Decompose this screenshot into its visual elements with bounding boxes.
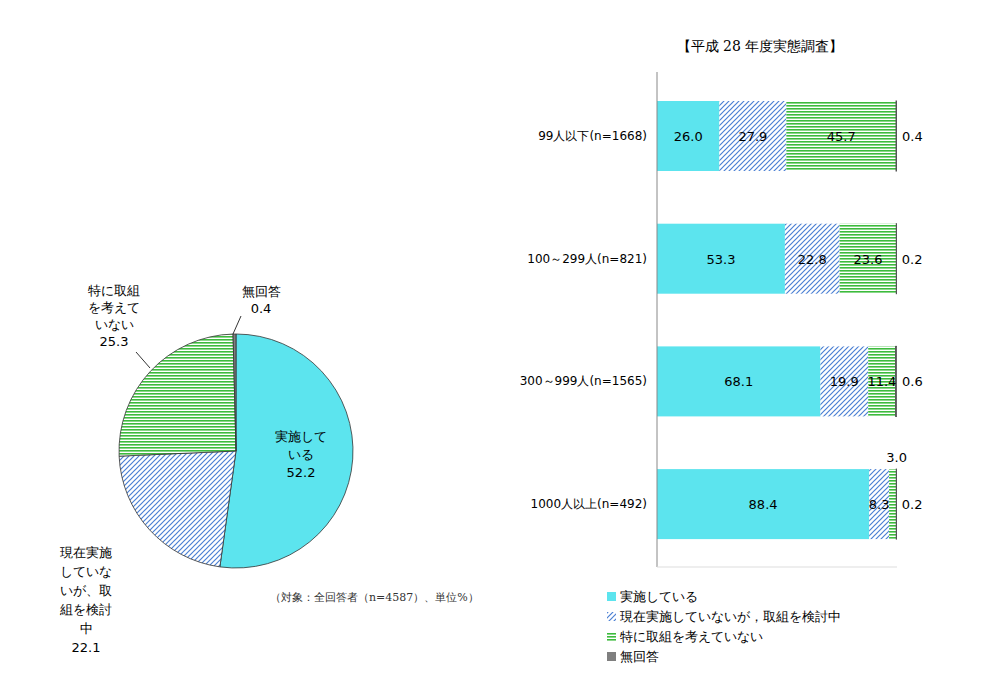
pie-slice	[220, 334, 353, 568]
category-label: 1000人以上(n=492)	[531, 497, 647, 511]
pie-label: 実施している	[275, 429, 327, 462]
bar-chart: 【平成 28 年度実態調査】 99人以下(n=1668) 26.0 27.9 45.7 0…	[520, 38, 923, 664]
category-axis	[657, 72, 658, 567]
pie-chart: 実施している 52.2 現在実施していないが、取組を検討中 22.1 特に取組を考えてい…	[59, 283, 479, 655]
category-label: 100～299人(n=821)	[527, 252, 647, 266]
bar-segment	[868, 346, 895, 416]
legend-label: 実施している	[620, 589, 698, 604]
bar-value-label: 68.1	[724, 374, 753, 389]
bar-segment	[896, 224, 897, 294]
pie-label-line: していな	[60, 564, 112, 579]
annotation: （対象：全回答者（n=4587）、単位%）	[270, 591, 479, 604]
pie-label-line: を考えて	[88, 300, 140, 315]
pie-value-label: 0.4	[251, 301, 272, 316]
leader-line	[233, 316, 241, 334]
pie-label: 無回答	[242, 284, 281, 299]
bar-value-label: 0.2	[902, 497, 923, 512]
category-label: 300～999人(n=1565)	[520, 374, 647, 388]
bar-segment	[896, 469, 897, 539]
legend-label: 無回答	[620, 649, 659, 664]
pie-label: 現在実施していないが、取組を検討中	[59, 545, 112, 636]
legend-label: 現在実施していないが，取組を検討中	[620, 609, 841, 624]
pie-slice	[119, 451, 236, 567]
bar-segment	[657, 469, 869, 539]
pie-label: 特に取組を考えていない	[88, 283, 140, 332]
pie-label-line: 現在実施	[60, 545, 112, 560]
legend: 実施している現在実施していないが，取組を検討中特に取組を考えていない無回答	[607, 589, 841, 664]
bar-segment	[657, 346, 820, 416]
pie-label-line: 実施して	[275, 429, 327, 444]
legend-swatch	[607, 592, 616, 601]
bar-segment	[657, 101, 719, 171]
chart-title: 【平成 28 年度実態調査】	[677, 38, 844, 54]
pie-value-label: 25.3	[100, 334, 129, 349]
pie-slice	[119, 334, 236, 456]
leader-line	[136, 352, 150, 368]
bar-segment	[785, 224, 840, 294]
bar-value-label: 0.6	[902, 374, 923, 389]
bar-value-label: 45.7	[827, 129, 856, 144]
bar-segment	[889, 469, 896, 539]
category-label: 99人以下(n=1668)	[538, 129, 647, 143]
legend-swatch	[607, 652, 616, 661]
bar-value-label: 88.4	[749, 497, 778, 512]
legend-swatch	[607, 632, 616, 641]
bar-value-label: 11.4	[867, 374, 896, 389]
bar-value-label: 26.0	[674, 129, 703, 144]
bar-value-label: 0.4	[902, 129, 923, 144]
pie-value-label: 52.2	[287, 465, 316, 480]
bar-segment	[840, 224, 897, 294]
bar-segment	[786, 101, 896, 171]
bar-value-label: 19.9	[830, 374, 859, 389]
pie-label-line: 中	[80, 621, 93, 636]
bars	[657, 101, 897, 539]
pie-label-line: いない	[95, 317, 134, 332]
pie-label-line: いが、取	[60, 583, 112, 598]
bar-value-label: 23.6	[853, 252, 882, 267]
bar-labels: 99人以下(n=1668) 26.0 27.9 45.7 0.4 100～299人(n=8…	[520, 129, 923, 512]
bar-value-label: 0.2	[902, 252, 923, 267]
pie-value-label: 22.1	[72, 640, 101, 655]
canvas: 実施している52.2現在実施していないが、取組を検討中22.1特に取組を考えてい…	[0, 0, 985, 697]
value-axis	[657, 567, 897, 568]
pie-label-line: いる	[288, 447, 314, 462]
bar-segment	[869, 469, 889, 539]
pie-slice	[233, 334, 236, 451]
legend-label: 特に取組を考えていない	[620, 629, 763, 644]
pie-label-line: 特に取組	[88, 283, 140, 298]
bar-value-label: 22.8	[798, 252, 827, 267]
bar-segment	[896, 101, 897, 171]
pie-label-line: 組を検討	[59, 602, 112, 617]
bar-segment	[657, 224, 785, 294]
legend-swatch	[607, 612, 616, 621]
bar-value-label: 3.0	[886, 450, 907, 465]
bar-segment	[820, 346, 868, 416]
bar-value-label: 53.3	[706, 252, 735, 267]
bar-segment	[719, 101, 786, 171]
pie-label-line: 無回答	[242, 284, 281, 299]
bar-value-label: 8.3	[869, 497, 890, 512]
bar-value-label: 27.9	[738, 129, 767, 144]
